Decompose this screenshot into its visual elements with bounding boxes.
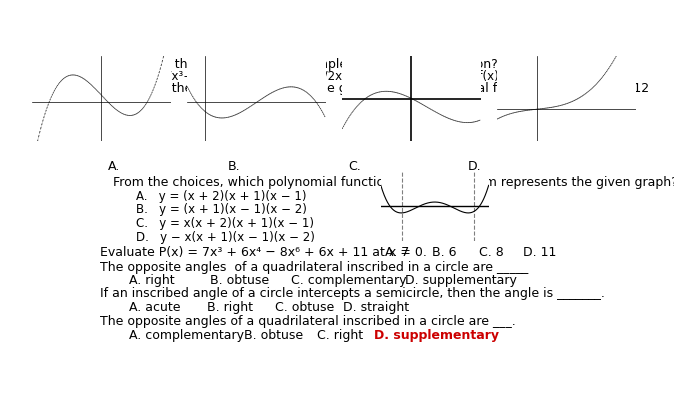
Text: The opposite angles of a quadrilateral inscribed in a circle are ___.: The opposite angles of a quadrilateral i… xyxy=(100,315,516,328)
Text: D.   y − x(x + 1)(x − 1)(x − 2): D. y − x(x + 1)(x − 1)(x − 2) xyxy=(137,231,315,244)
Text: A.: A. xyxy=(108,160,120,173)
Text: D. supplementary: D. supplementary xyxy=(374,329,499,342)
Text: A. acute: A. acute xyxy=(129,301,180,314)
Text: D. 11: D. 11 xyxy=(523,246,557,259)
Text: If an inscribed angle of a circle intercepts a semicircle, then the angle is ___: If an inscribed angle of a circle interc… xyxy=(100,287,605,300)
Text: B.: B. xyxy=(228,160,241,173)
Text: B  f(x) = 2x³/² - 3/2x²: B f(x) = 2x³/² - 3/2x² xyxy=(222,70,346,83)
Text: A. right: A. right xyxy=(129,274,175,287)
Text: D. straight: D. straight xyxy=(343,301,409,314)
Text: C. obtuse: C. obtuse xyxy=(275,301,334,314)
Text: From the choices, which polynomial function in factored form represents the give: From the choices, which polynomial funct… xyxy=(113,176,674,189)
Text: C.: C. xyxy=(348,160,361,173)
Text: C.   y = x(x + 2)(x + 1)(x − 1): C. y = x(x + 2)(x + 1)(x − 1) xyxy=(137,217,315,230)
Text: Which of the following is an example of polynomial function?: Which of the following is an example of … xyxy=(116,59,497,72)
Text: A. complementary: A. complementary xyxy=(129,329,243,342)
Text: D.: D. xyxy=(468,160,482,173)
Text: f(x)= 4/x³+3x-1: f(x)= 4/x³+3x-1 xyxy=(126,70,220,83)
Text: C.  f(x) = √7x-2x⁶: C. f(x) = √7x-2x⁶ xyxy=(350,70,454,83)
Text: B. obtuse: B. obtuse xyxy=(243,329,303,342)
Text: A. 7: A. 7 xyxy=(385,246,409,259)
Text: C. 8: C. 8 xyxy=(479,246,503,259)
Text: Evaluate P(x) = 7x³ + 6x⁴ − 8x⁶ + 6x + 11 at x = 0.: Evaluate P(x) = 7x³ + 6x⁴ − 8x⁶ + 6x + 1… xyxy=(100,246,427,259)
Text: C. right: C. right xyxy=(317,329,363,342)
Text: B. obtuse: B. obtuse xyxy=(210,274,269,287)
Text: D.  f(x) = x³+√3x⁻⁵: D. f(x) = x³+√3x⁻⁵ xyxy=(458,70,570,83)
Text: D. supplementary: D. supplementary xyxy=(406,274,518,287)
Text: B. right: B. right xyxy=(207,301,253,314)
Text: Which of the following could be the graph of the polynomial function y=x³-4x²+3x: Which of the following could be the grap… xyxy=(113,82,649,95)
Text: B. 6: B. 6 xyxy=(431,246,456,259)
Text: C. complementary: C. complementary xyxy=(290,274,406,287)
Text: The opposite angles  of a quadrilateral inscribed in a circle are _____: The opposite angles of a quadrilateral i… xyxy=(100,261,528,274)
Text: A.   y = (x + 2)(x + 1)(x − 1): A. y = (x + 2)(x + 1)(x − 1) xyxy=(137,190,307,203)
Text: B.   y = (x + 1)(x − 1)(x − 2): B. y = (x + 1)(x − 1)(x − 2) xyxy=(137,203,307,217)
